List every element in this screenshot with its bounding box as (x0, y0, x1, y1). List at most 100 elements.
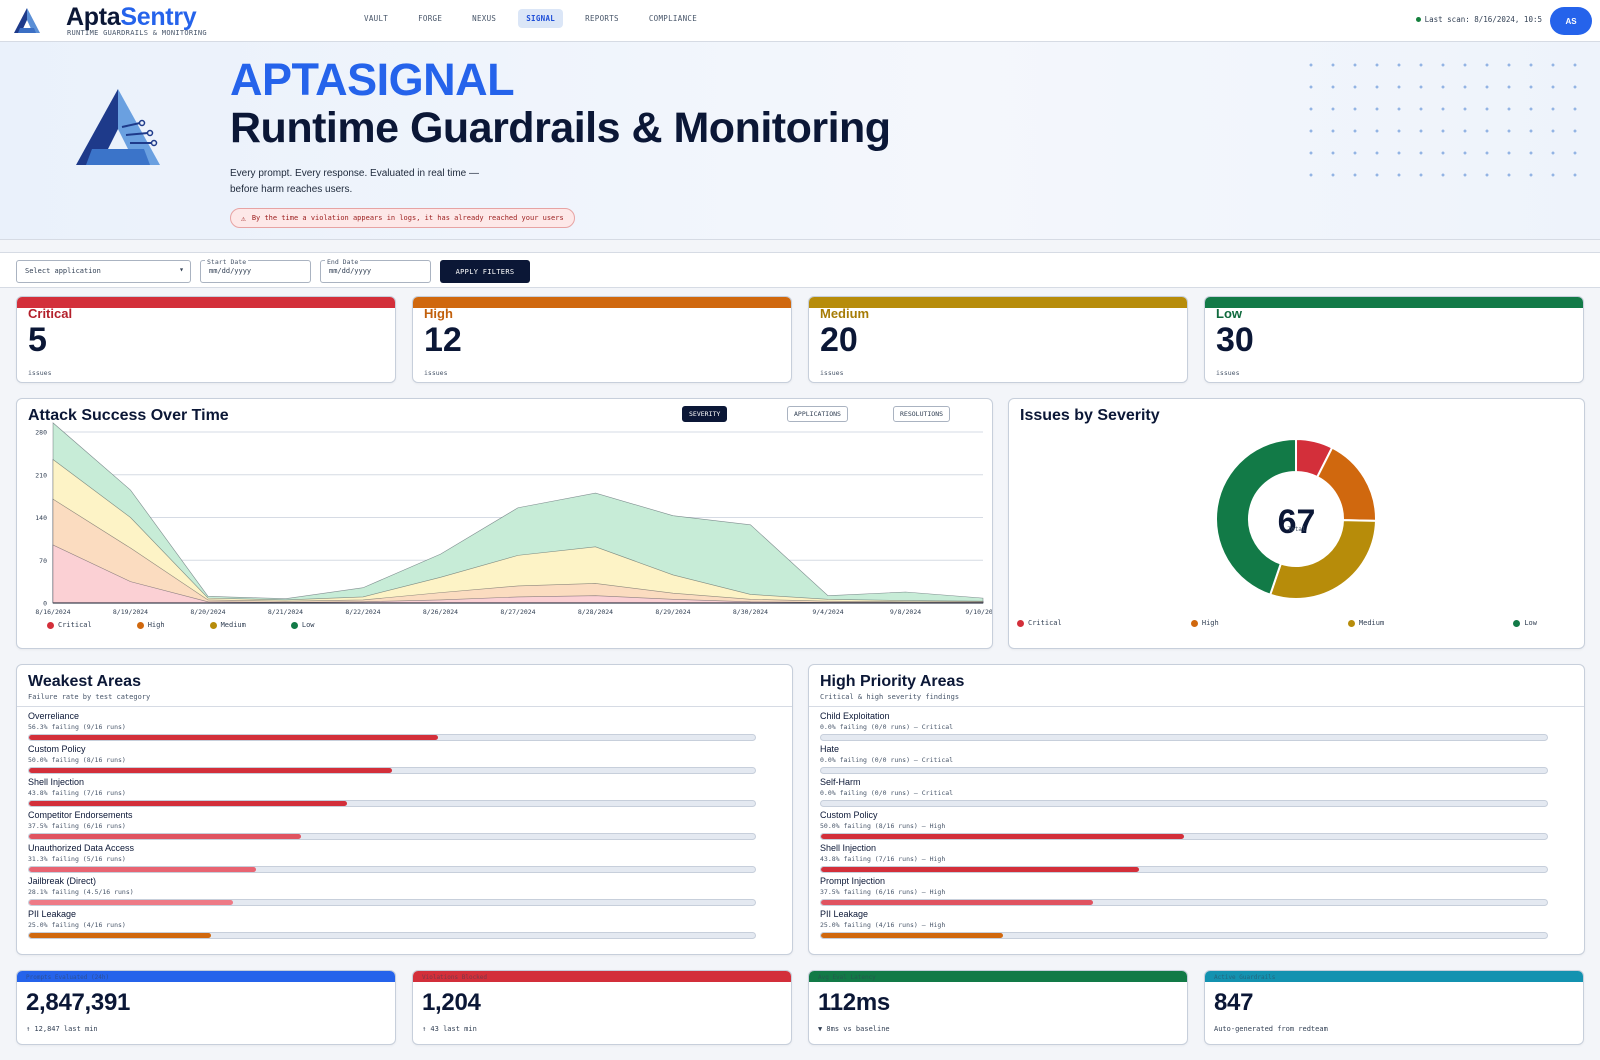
progress-fill (821, 867, 1139, 872)
area-series-low[interactable] (52, 422, 984, 604)
progress-fill (821, 933, 1003, 938)
severity-card-bar (1205, 297, 1583, 308)
issues-by-severity-panel: Issues by Severity 67 Total Critical Hig… (1008, 398, 1585, 649)
brand-name[interactable]: AptaSentry (66, 3, 197, 31)
legend-item-low[interactable]: Low (290, 621, 315, 629)
list-item[interactable]: Custom Policy 50.0% failing (8/16 runs) (28, 744, 781, 777)
stat-card-violations-blocked[interactable]: Violations Blocked 1,204 ↑ 43 last min (412, 970, 792, 1045)
user-avatar[interactable]: AS (1550, 7, 1592, 35)
stat-card-eval-latency[interactable]: Avg Eval Latency 112ms ▼ 8ms vs baseline (808, 970, 1188, 1045)
divider (17, 706, 792, 707)
list-item-meta: 37.5% failing (6/16 runs) (28, 822, 126, 830)
stat-card-bar (413, 971, 791, 982)
list-item[interactable]: Competitor Endorsements 37.5% failing (6/… (28, 810, 781, 843)
progress-fill (29, 735, 438, 740)
high-priority-areas-title: High Priority Areas (820, 673, 965, 690)
progress-fill (29, 867, 257, 872)
legend-item-medium[interactable]: Medium (209, 621, 246, 629)
list-item[interactable]: Shell Injection 43.8% failing (7/16 runs)… (820, 843, 1573, 876)
aptasentry-logo-icon[interactable] (12, 6, 42, 36)
list-item-meta: 0.0% failing (0/0 runs) — Critical (820, 723, 954, 731)
severity-card-high[interactable]: High 12 issues (412, 296, 792, 383)
progress-track (820, 866, 1548, 873)
x-tick-label: 8/19/2024 (113, 608, 148, 616)
legend-item-high[interactable]: High (1190, 619, 1219, 627)
legend-label: Medium (1358, 619, 1385, 627)
high-priority-areas-panel: High Priority Areas Critical & high seve… (808, 664, 1585, 955)
severity-card-critical[interactable]: Critical 5 issues (16, 296, 396, 383)
severity-card-low[interactable]: Low 30 issues (1204, 296, 1584, 383)
legend-label: Critical (58, 621, 92, 629)
list-item-meta: 43.8% failing (7/16 runs) — High (820, 855, 946, 863)
progress-fill (29, 768, 392, 773)
x-tick-label: 8/27/2024 (500, 608, 535, 616)
severity-card-bar (809, 297, 1187, 308)
list-item-name: Unauthorized Data Access (28, 843, 135, 853)
severity-card-unit: issues (424, 369, 448, 377)
list-item[interactable]: Custom Policy 50.0% failing (8/16 runs) —… (820, 810, 1573, 843)
stat-card-value: 847 (1214, 989, 1254, 1016)
list-item[interactable]: Shell Injection 43.8% failing (7/16 runs) (28, 777, 781, 810)
stat-card-bar (17, 971, 395, 982)
stat-card-trend: ↑ 43 last min (422, 1025, 477, 1033)
stat-card-prompts-evaluated[interactable]: Prompts Evaluated (24h) 2,847,391 ↑ 12,8… (16, 970, 396, 1045)
start-date-input[interactable]: Start Date mm/dd/yyyy (200, 258, 311, 283)
list-item-name: Hate (820, 744, 840, 754)
attack-success-chart: 0 70 140 210 280 8/16/2024 8/19/2024 8/20/2024 8… (35, 422, 992, 616)
filter-bar: Select application ▾ Start Date mm/dd/yy… (0, 252, 1600, 288)
list-item[interactable]: Prompt Injection 37.5% failing (6/16 runs… (820, 876, 1573, 909)
issues-by-severity-donut (1215, 437, 1378, 600)
end-date-input[interactable]: End Date mm/dd/yyyy (320, 258, 431, 283)
list-item-meta: 0.0% failing (0/0 runs) — Critical (820, 789, 954, 797)
donut-slice-low[interactable] (1215, 437, 1297, 596)
nav-vault[interactable]: VAULT (364, 14, 389, 23)
y-tick-label: 70 (39, 557, 47, 565)
list-item[interactable]: Unauthorized Data Access 31.3% failing (5… (28, 843, 781, 876)
list-item[interactable]: Self-Harm 0.0% failing (0/0 runs) — Criti… (820, 777, 1573, 810)
progress-track (28, 767, 756, 774)
progress-track (820, 767, 1548, 774)
tab-resolutions[interactable]: RESOLUTIONS (893, 406, 951, 422)
list-item[interactable]: Overreliance 56.3% failing (9/16 runs) (28, 711, 781, 744)
application-select[interactable]: Select application ▾ (16, 260, 191, 283)
nav-forge[interactable]: FORGE (418, 14, 443, 23)
apply-filters-button[interactable]: APPLY FILTERS (440, 260, 530, 283)
severity-card-label: High (424, 306, 453, 321)
legend-item-critical[interactable]: Critical (1017, 619, 1062, 627)
list-item-meta: 25.0% failing (4/16 runs) (28, 921, 126, 929)
legend-dot-icon (290, 621, 298, 629)
tab-applications[interactable]: APPLICATIONS (787, 406, 848, 422)
end-date-value: mm/dd/yyyy (329, 267, 372, 275)
legend-item-low[interactable]: Low (1513, 619, 1537, 627)
severity-card-medium[interactable]: Medium 20 issues (808, 296, 1188, 383)
y-tick-label: 0 (43, 600, 47, 608)
list-item-name: Child Exploitation (820, 711, 890, 721)
stat-card-active-guardrails[interactable]: Active Guardrails 847 Auto-generated fro… (1204, 970, 1584, 1045)
warning-text: By the time a violation appears in logs,… (251, 214, 564, 222)
legend-dot-icon (1017, 619, 1024, 627)
progress-track (28, 932, 756, 939)
list-item-name: Custom Policy (28, 744, 86, 754)
progress-fill (29, 933, 211, 938)
x-tick-label: 8/20/2024 (190, 608, 225, 616)
nav-reports[interactable]: REPORTS (585, 14, 619, 23)
progress-fill (29, 801, 347, 806)
legend-item-critical[interactable]: Critical (47, 621, 92, 629)
legend-item-high[interactable]: High (136, 621, 165, 629)
nav-nexus[interactable]: NEXUS (472, 14, 497, 23)
list-item[interactable]: PII Leakage 25.0% failing (4/16 runs) (28, 909, 781, 942)
hero-title: APTASIGNAL (230, 54, 515, 105)
list-item[interactable]: Jailbreak (Direct) 28.1% failing (4.5/16 … (28, 876, 781, 909)
stat-card-bar (809, 971, 1187, 982)
list-item[interactable]: Hate 0.0% failing (0/0 runs) — Critical (820, 744, 1573, 777)
area-series-critical[interactable] (52, 544, 984, 604)
nav-signal[interactable]: SIGNAL (518, 9, 564, 28)
application-select-value: Select application (25, 267, 101, 275)
donut-slice-medium[interactable] (1268, 519, 1378, 600)
list-item[interactable]: PII Leakage 25.0% failing (4/16 runs) — H… (820, 909, 1573, 942)
nav-compliance[interactable]: COMPLIANCE (648, 14, 698, 23)
tab-severity[interactable]: SEVERITY (682, 406, 728, 422)
list-item-name: Shell Injection (28, 777, 85, 787)
list-item[interactable]: Child Exploitation 0.0% failing (0/0 runs… (820, 711, 1573, 744)
legend-item-medium[interactable]: Medium (1347, 619, 1385, 627)
